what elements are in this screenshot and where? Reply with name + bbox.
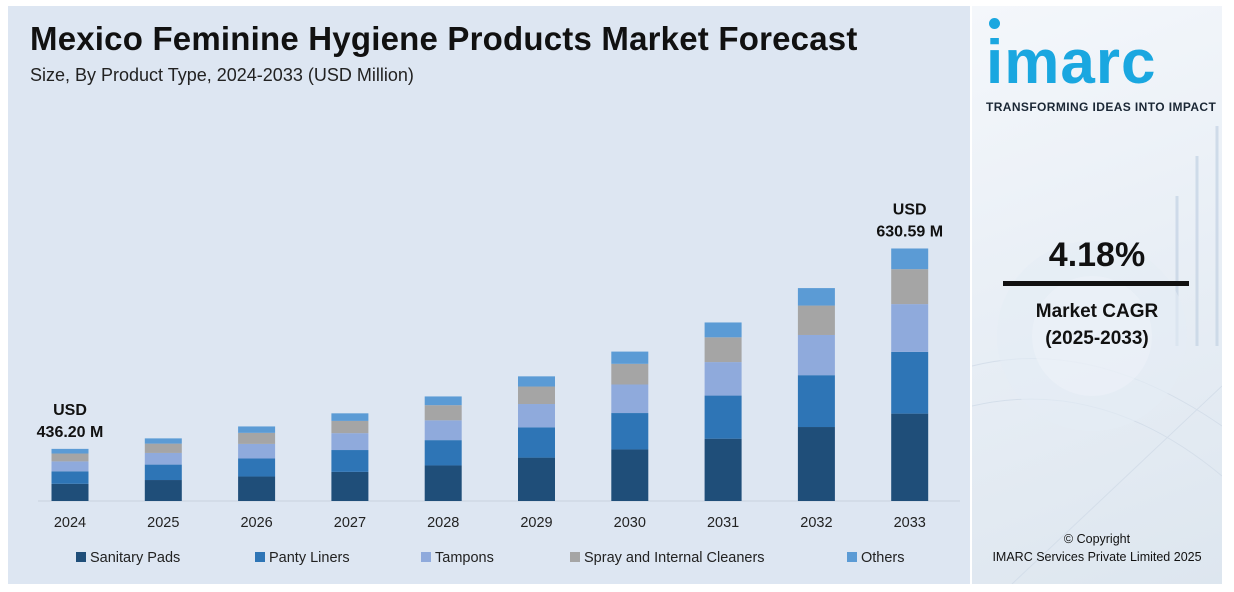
legend-label: Sanitary Pads: [90, 550, 180, 566]
bar-segment-tampons-2027: [331, 433, 369, 451]
bar-segment-spray-and-internal-cleaners-2030: [611, 363, 649, 385]
bar-segment-tampons-2029: [518, 404, 555, 428]
legend-label: Spray and Internal Cleaners: [584, 550, 765, 566]
bar-segment-panty-liners-2030: [611, 413, 649, 450]
bar-segment-panty-liners-2033: [891, 351, 929, 414]
copyright-line2: IMARC Services Private Limited 2025: [992, 550, 1202, 564]
bar-segment-sanitary-pads-2028: [424, 465, 462, 501]
bar-segment-spray-and-internal-cleaners-2033: [891, 269, 929, 305]
bar-segment-others-2031: [704, 322, 742, 338]
x-tick-label: 2033: [894, 515, 926, 531]
x-tick-label: 2029: [520, 515, 552, 531]
bar-segment-others-2028: [424, 396, 462, 406]
bar-segment-panty-liners-2031: [704, 395, 742, 439]
total-label-value: 630.59 M: [876, 223, 943, 240]
cagr-label-line1: Market CAGR: [1035, 301, 1159, 322]
bar-segment-panty-liners-2025: [144, 464, 182, 481]
background-graphic: [972, 126, 1222, 584]
bar-segment-spray-and-internal-cleaners-2028: [424, 405, 462, 421]
bar-segment-tampons-2024: [51, 461, 89, 472]
stacked-bar-chart: 2024 USD 436.20 M 2025 2026 2027 2028 2029 2030 2…: [37, 201, 960, 566]
bar-segment-others-2026: [238, 426, 276, 433]
logo-tagline: TRANSFORMING IDEAS INTO IMPACT: [986, 100, 1217, 114]
x-tick-label: 2028: [427, 515, 459, 531]
bar-segment-spray-and-internal-cleaners-2029: [518, 386, 555, 405]
bar-segment-others-2033: [891, 248, 929, 270]
bar-segment-others-2030: [611, 351, 649, 364]
bar-segment-tampons-2033: [891, 304, 929, 352]
chart-panel: Mexico Feminine Hygiene Products Market …: [8, 6, 970, 584]
x-tick-label: 2027: [334, 515, 366, 531]
bar-segment-others-2029: [518, 376, 555, 387]
bar-segment-sanitary-pads-2027: [331, 471, 369, 501]
bar-segment-tampons-2031: [704, 362, 742, 396]
bar-segment-spray-and-internal-cleaners-2024: [51, 453, 89, 462]
bar-segment-tampons-2028: [424, 420, 462, 441]
bar-segment-panty-liners-2028: [424, 440, 462, 466]
bar-segment-panty-liners-2024: [51, 471, 89, 484]
legend-swatch: [570, 552, 580, 562]
info-panel: imarc TRANSFORMING IDEAS INTO IMPACT 4.1…: [972, 6, 1222, 584]
legend-swatch: [76, 552, 86, 562]
cagr-label: Market CAGR (2025-2033): [972, 298, 1222, 352]
copyright-line1: © Copyright: [1063, 532, 1131, 546]
bar-segment-spray-and-internal-cleaners-2025: [144, 443, 182, 453]
bar-segment-sanitary-pads-2026: [238, 476, 276, 501]
bar-segment-sanitary-pads-2033: [891, 413, 929, 501]
legend-swatch: [421, 552, 431, 562]
cagr-label-line2: (2025-2033): [1045, 328, 1149, 349]
imarc-logo: imarc: [986, 28, 1157, 97]
bar-segment-sanitary-pads-2025: [144, 480, 182, 501]
legend-swatch: [847, 552, 857, 562]
x-tick-label: 2024: [54, 515, 86, 531]
bar-segment-panty-liners-2029: [518, 427, 555, 458]
bar-segment-sanitary-pads-2029: [518, 457, 555, 501]
bar-segment-sanitary-pads-2031: [704, 438, 742, 501]
x-tick-label: 2026: [240, 515, 272, 531]
bar-segment-spray-and-internal-cleaners-2026: [238, 432, 276, 444]
total-label-prefix: USD: [893, 201, 927, 218]
bar-segment-panty-liners-2026: [238, 458, 276, 477]
bar-segment-spray-and-internal-cleaners-2027: [331, 420, 369, 434]
cagr-value: 4.18%: [1048, 236, 1146, 274]
legend-label: Others: [861, 550, 905, 566]
x-tick-label: 2025: [147, 515, 179, 531]
bar-segment-tampons-2025: [144, 452, 182, 465]
copyright: © Copyright IMARC Services Private Limit…: [972, 530, 1222, 566]
bar-segment-sanitary-pads-2030: [611, 449, 649, 501]
bar-segment-panty-liners-2032: [797, 375, 835, 428]
bar-segment-spray-and-internal-cleaners-2032: [797, 305, 835, 335]
cagr-divider: [1003, 281, 1189, 286]
logo-dot: [989, 18, 1000, 29]
bar-segment-sanitary-pads-2032: [797, 427, 835, 501]
chart-title: Mexico Feminine Hygiene Products Market …: [30, 20, 858, 57]
bar-segment-others-2024: [51, 448, 89, 454]
bar-segment-others-2027: [331, 413, 369, 421]
x-tick-label: 2031: [707, 515, 739, 531]
legend-label: Panty Liners: [269, 550, 350, 566]
bar-segment-sanitary-pads-2024: [51, 483, 89, 501]
bar-segment-tampons-2032: [797, 334, 835, 376]
total-label-value: 436.20 M: [37, 424, 104, 441]
bar-segment-spray-and-internal-cleaners-2031: [704, 337, 742, 363]
chart-subtitle: Size, By Product Type, 2024-2033 (USD Mi…: [30, 65, 414, 85]
total-label-prefix: USD: [53, 402, 87, 419]
x-tick-label: 2030: [614, 515, 646, 531]
legend-swatch: [255, 552, 265, 562]
bar-segment-panty-liners-2027: [331, 450, 369, 472]
bar-segment-tampons-2026: [238, 443, 276, 459]
bar-segment-others-2032: [797, 288, 835, 306]
bar-segment-others-2025: [144, 438, 182, 444]
bar-segment-tampons-2030: [611, 384, 649, 414]
x-tick-label: 2032: [800, 515, 832, 531]
legend-label: Tampons: [435, 550, 494, 566]
